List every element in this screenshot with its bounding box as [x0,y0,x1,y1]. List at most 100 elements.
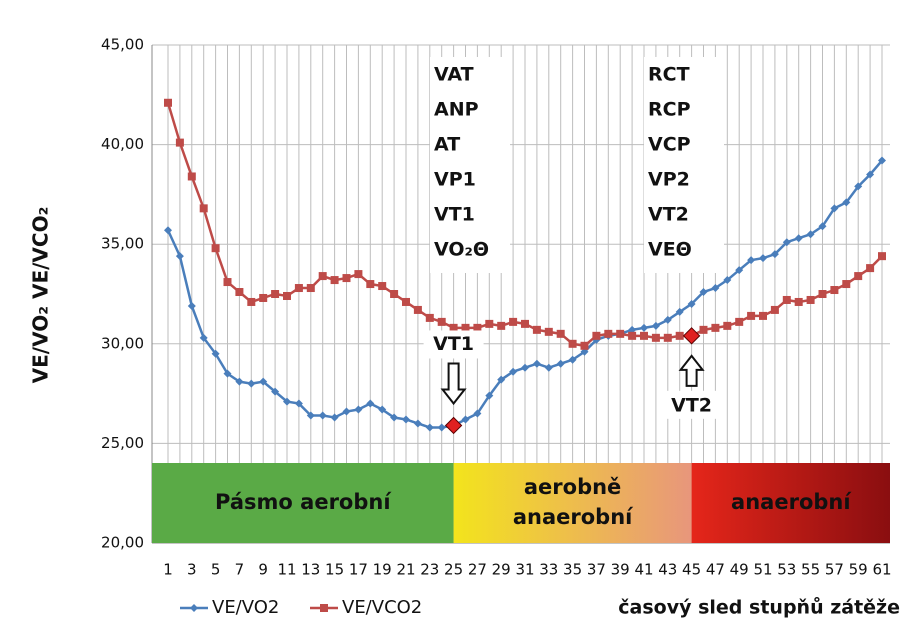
point [342,274,351,283]
x-tick-label: 45 [682,561,701,579]
point [187,172,196,181]
point [485,319,494,328]
x-tick-label: 25 [444,561,463,579]
point [604,329,613,338]
note-line: RCP [648,99,691,121]
point [425,313,434,322]
point [306,411,315,420]
point [628,331,637,340]
x-axis-label: časový sled stupňů zátěže [618,596,900,619]
point [687,299,696,308]
point [461,415,470,424]
note-line: VO₂Θ [434,239,489,261]
x-tick-label: 49 [730,561,749,579]
x-tick-label: 39 [611,561,630,579]
y-tick-label: 25,00 [101,434,144,452]
note-box [430,57,510,273]
y-tick-label: 45,00 [101,36,144,54]
point [806,230,815,239]
point [294,284,303,293]
point [437,317,446,326]
point [306,284,315,293]
x-tick-label: 19 [373,561,392,579]
x-tick-label: 53 [777,561,796,579]
x-tick-label: 35 [563,561,582,579]
highlight-point [682,327,701,345]
point [509,367,518,376]
y-tick-label: 35,00 [101,235,144,253]
point [544,363,553,372]
point [532,325,541,334]
point [842,198,851,207]
point [651,321,660,330]
point [866,170,875,179]
point [437,423,446,432]
point [247,379,256,388]
point [866,264,875,273]
x-tick-label: 47 [706,561,725,579]
point [818,222,827,231]
point [651,333,660,342]
point [830,204,839,213]
zone [152,463,454,543]
point [413,305,422,314]
point [187,301,196,310]
point [854,182,863,191]
x-tick-label: 29 [492,561,511,579]
point [842,280,851,289]
point [449,323,458,332]
point [770,305,779,314]
point [259,293,268,302]
point [283,397,291,406]
note-line: VP1 [434,169,476,191]
point [354,405,363,414]
point [794,297,803,306]
annotation-box [661,390,722,419]
point [878,156,886,165]
point [735,317,744,326]
point [473,409,482,418]
legend-label: VE/VO2 [212,597,279,618]
x-tick-label: 11 [277,561,296,579]
note-line: ANP [434,99,479,121]
point [747,311,756,320]
point [747,256,756,265]
x-tick-label: 51 [753,561,772,579]
point [413,419,422,428]
point [425,423,434,432]
point [556,359,565,368]
zone-label: anaerobní [513,505,634,529]
annotation-label: VT1 [433,333,474,355]
point [318,411,327,420]
point [521,363,529,372]
x-tick-label: 37 [587,561,606,579]
point [699,288,708,297]
x-tick-label: 55 [801,561,820,579]
note-line: VT2 [648,204,689,226]
point [723,276,732,285]
x-tick-label: 43 [658,561,677,579]
point [318,272,327,281]
point [461,323,470,332]
highlight-point [444,416,463,435]
point [199,333,208,342]
point [199,204,208,213]
x-tick-label: 7 [235,561,245,579]
zone [691,463,890,543]
point [544,327,553,336]
point [782,295,791,304]
note-line: VP2 [648,169,690,191]
point [283,291,291,300]
point [164,226,172,235]
point [294,399,303,408]
point [175,252,184,261]
point [330,413,339,422]
note-line: VAT [434,64,474,86]
point [556,329,565,338]
point [366,280,375,289]
y-tick-label: 30,00 [101,334,144,352]
point [223,369,232,378]
legend-label: VE/VCO2 [342,597,422,618]
point [532,359,541,368]
point [402,415,410,424]
